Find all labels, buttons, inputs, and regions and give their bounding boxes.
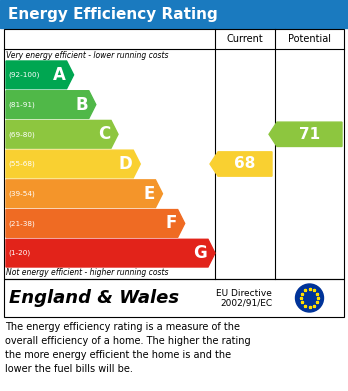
Text: The energy efficiency rating is a measure of the
overall efficiency of a home. T: The energy efficiency rating is a measur… [5, 322, 251, 374]
Polygon shape [6, 210, 185, 237]
Text: Current: Current [227, 34, 263, 44]
Text: Very energy efficient - lower running costs: Very energy efficient - lower running co… [6, 51, 168, 60]
Text: Energy Efficiency Rating: Energy Efficiency Rating [8, 7, 218, 22]
Text: D: D [119, 155, 132, 173]
Text: (81-91): (81-91) [8, 101, 35, 108]
Polygon shape [6, 150, 140, 178]
Text: Potential: Potential [288, 34, 331, 44]
Bar [4, 29, 344, 279]
Text: G: G [193, 244, 207, 262]
Text: England & Wales: England & Wales [9, 289, 179, 307]
Polygon shape [6, 91, 96, 118]
Polygon shape [6, 61, 73, 89]
Text: A: A [53, 66, 66, 84]
Text: 71: 71 [299, 127, 320, 142]
Text: (39-54): (39-54) [8, 190, 35, 197]
Text: (92-100): (92-100) [8, 72, 39, 78]
Text: 68: 68 [234, 156, 256, 172]
Text: (21-38): (21-38) [8, 220, 35, 227]
Circle shape [295, 284, 324, 312]
Bar [0, 0, 348, 28]
Text: E: E [143, 185, 155, 203]
Text: EU Directive: EU Directive [216, 289, 272, 298]
Polygon shape [210, 152, 272, 176]
Polygon shape [269, 122, 342, 147]
Polygon shape [6, 120, 118, 148]
Text: 2002/91/EC: 2002/91/EC [220, 298, 272, 307]
Bar [4, 279, 344, 317]
Text: (69-80): (69-80) [8, 131, 35, 138]
Polygon shape [6, 239, 215, 267]
Text: (55-68): (55-68) [8, 161, 35, 167]
Text: B: B [75, 95, 88, 113]
Text: Not energy efficient - higher running costs: Not energy efficient - higher running co… [6, 268, 168, 277]
Polygon shape [6, 180, 163, 208]
Text: F: F [165, 214, 177, 232]
Text: (1-20): (1-20) [8, 250, 30, 256]
Text: C: C [98, 125, 110, 143]
